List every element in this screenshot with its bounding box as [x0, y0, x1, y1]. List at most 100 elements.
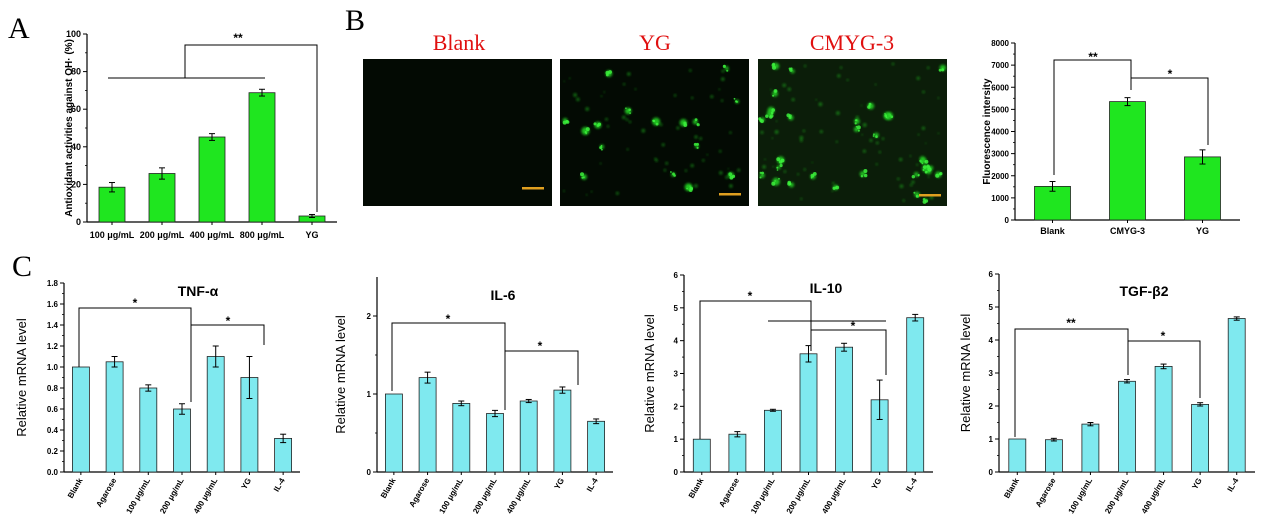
fluorescent-cell	[722, 64, 727, 68]
fluorescent-cell	[683, 124, 686, 127]
fluorescent-cell	[576, 97, 580, 101]
y-axis-label: Relative mRNA level	[642, 314, 657, 433]
fluorescent-cell	[719, 171, 723, 175]
fluorescent-cell	[706, 153, 709, 156]
bar-7	[274, 437, 293, 473]
fluorescent-cell	[721, 69, 725, 73]
fluorescent-cell	[625, 118, 629, 121]
fluorescent-cell	[673, 94, 677, 97]
fluorescent-cell	[623, 83, 626, 86]
fluorescent-cell	[913, 172, 919, 177]
fluorescent-cell	[729, 184, 733, 188]
bar-3	[1081, 423, 1100, 473]
fluorescent-cell	[770, 88, 772, 91]
bar-5	[206, 356, 225, 473]
x-tick-label: Agarose	[1034, 476, 1058, 509]
fluorescent-cell	[585, 127, 590, 132]
fluorescent-cell	[913, 191, 916, 194]
bar-1	[384, 393, 403, 473]
fluorescent-cell	[787, 87, 791, 91]
fluorescent-cell	[864, 173, 868, 178]
fluorescent-cell	[800, 139, 803, 142]
fluorescent-cell	[773, 89, 778, 93]
panel-letter-c: C	[12, 250, 32, 283]
scale-bar	[719, 193, 741, 196]
bar-6	[553, 389, 572, 473]
fluorescent-cell	[863, 149, 866, 153]
fluorescent-cell	[902, 199, 905, 202]
significance-bracket	[699, 300, 812, 439]
fluorescent-cell	[927, 198, 929, 200]
fluorescent-cell	[573, 93, 577, 97]
fluorescent-cell	[776, 166, 779, 169]
fluorescent-cell	[672, 172, 675, 176]
fluorescent-cell	[735, 100, 738, 103]
fluorescent-cell	[881, 137, 885, 140]
significance-label: *	[133, 296, 138, 310]
bar-2	[418, 377, 437, 473]
bar-4	[1118, 380, 1136, 473]
fluorescent-cell	[719, 150, 722, 153]
fluorescent-cell	[661, 143, 665, 147]
fluorescent-cell	[696, 146, 699, 149]
bar-7	[906, 317, 925, 473]
bar-1	[72, 366, 90, 473]
significance-bracket	[78, 307, 192, 402]
significance-label: *	[851, 319, 856, 333]
fluorescent-cell	[625, 107, 627, 109]
x-tick-label: 400 μg/mL	[1140, 476, 1168, 515]
x-tick-label: 200 μg/mL	[471, 476, 499, 515]
fluorescent-cell	[655, 159, 658, 162]
y-tick-label: 6	[674, 271, 679, 280]
fluorescent-cell	[729, 131, 732, 134]
fluorescent-cell	[790, 67, 793, 70]
x-tick-label: IL-4	[904, 476, 919, 493]
significance-bracket	[191, 324, 265, 345]
x-tick-label: 100 μg/mL	[437, 476, 465, 515]
y-tick-label: 0.6	[47, 405, 59, 414]
fluorescent-cell	[835, 140, 838, 143]
bar-6	[1191, 403, 1209, 473]
fluorescent-cell	[876, 141, 879, 145]
fluorescent-cell	[922, 90, 925, 94]
fluorescent-cell	[846, 79, 849, 81]
bar-3	[764, 409, 782, 473]
bar-5	[519, 400, 538, 473]
fluorescent-cell	[769, 115, 773, 119]
bar-2	[1109, 101, 1146, 221]
x-tick-label: YG	[1190, 477, 1204, 492]
fluorescent-cell	[780, 158, 785, 163]
scale-bar	[919, 194, 941, 197]
chart-c4: 0 1 2 3 4 5 6 Blank Agarose 100 μg/mL 200 μg/mL 400…	[958, 270, 1255, 515]
fluorescent-cell	[759, 171, 762, 174]
fluorescent-cell	[691, 96, 694, 99]
bar-3	[452, 402, 471, 473]
y-tick-label: 20	[71, 179, 81, 189]
fluorescent-cell	[699, 137, 702, 140]
fluorescent-cell	[890, 115, 894, 118]
fluorescent-cell	[937, 97, 940, 99]
y-axis-label: Relative mRNA level	[333, 315, 348, 434]
fluorescent-cell	[765, 114, 769, 118]
fluorescent-cell	[924, 160, 927, 163]
fluorescent-cell	[655, 122, 659, 126]
bar-1	[1034, 185, 1071, 221]
significance-bracket	[184, 44, 318, 212]
x-tick-label: IL-4	[272, 476, 287, 493]
fluorescent-cell	[772, 94, 775, 97]
fluorescent-cell	[764, 158, 766, 161]
chart-title: TNF-α	[178, 283, 219, 299]
fluorescent-cell	[590, 190, 593, 193]
fluorescent-cell	[593, 122, 597, 126]
significance-bracket	[1128, 340, 1201, 398]
y-axis-label: Fluorescence intersity	[982, 78, 993, 185]
fluorescent-cell	[733, 97, 736, 100]
fluorescent-cell	[693, 142, 697, 146]
y-tick-label: 3	[989, 369, 994, 378]
y-tick-label: 0	[989, 468, 994, 477]
fluorescent-cell	[776, 169, 779, 171]
fluorescent-cell	[771, 181, 776, 186]
significance-label: *	[446, 312, 451, 326]
bar-3	[139, 387, 158, 473]
